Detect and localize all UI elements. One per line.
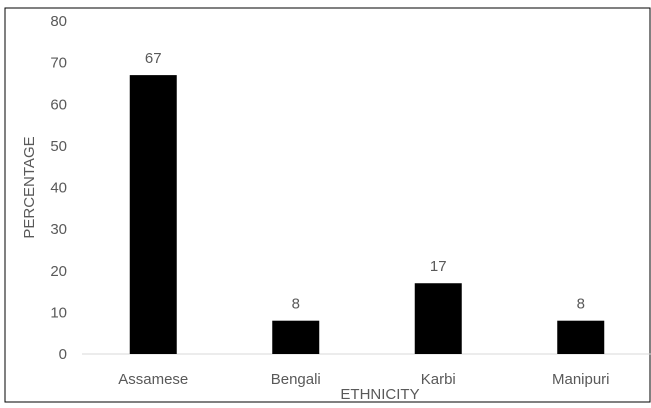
y-tick-label: 20 bbox=[50, 263, 67, 280]
y-axis-title: PERCENTAGE bbox=[21, 136, 38, 238]
bars bbox=[129, 75, 605, 355]
bar-karbi bbox=[414, 283, 462, 354]
y-tick-label: 70 bbox=[50, 55, 67, 72]
x-tick-label-assamese: Assamese bbox=[118, 371, 188, 388]
x-tick-label-karbi: Karbi bbox=[421, 371, 456, 388]
y-tick-label: 40 bbox=[50, 180, 67, 197]
data-label-manipuri: 8 bbox=[577, 296, 585, 313]
data-label-karbi: 17 bbox=[430, 258, 447, 275]
y-tick-label: 50 bbox=[50, 138, 67, 155]
x-tick-label-bengali: Bengali bbox=[271, 371, 321, 388]
x-axis-ticks: Assamese Bengali Karbi Manipuri bbox=[118, 371, 609, 388]
data-label-bengali: 8 bbox=[292, 296, 300, 313]
y-tick-label: 60 bbox=[50, 96, 67, 113]
bar-assamese bbox=[129, 75, 177, 355]
data-labels: 67 8 17 8 bbox=[145, 50, 585, 313]
x-axis-title: ETHNICITY bbox=[340, 386, 419, 403]
y-axis-ticks: 0 10 20 30 40 50 60 70 80 bbox=[50, 13, 67, 363]
data-label-assamese: 67 bbox=[145, 50, 162, 67]
y-tick-label: 10 bbox=[50, 304, 67, 321]
y-tick-label: 0 bbox=[59, 346, 67, 363]
bar-bengali bbox=[272, 320, 320, 354]
x-tick-label-manipuri: Manipuri bbox=[552, 371, 610, 388]
chart-frame bbox=[4, 7, 651, 403]
y-tick-label: 30 bbox=[50, 221, 67, 238]
y-tick-label: 80 bbox=[50, 13, 67, 30]
bar-manipuri bbox=[557, 320, 605, 354]
